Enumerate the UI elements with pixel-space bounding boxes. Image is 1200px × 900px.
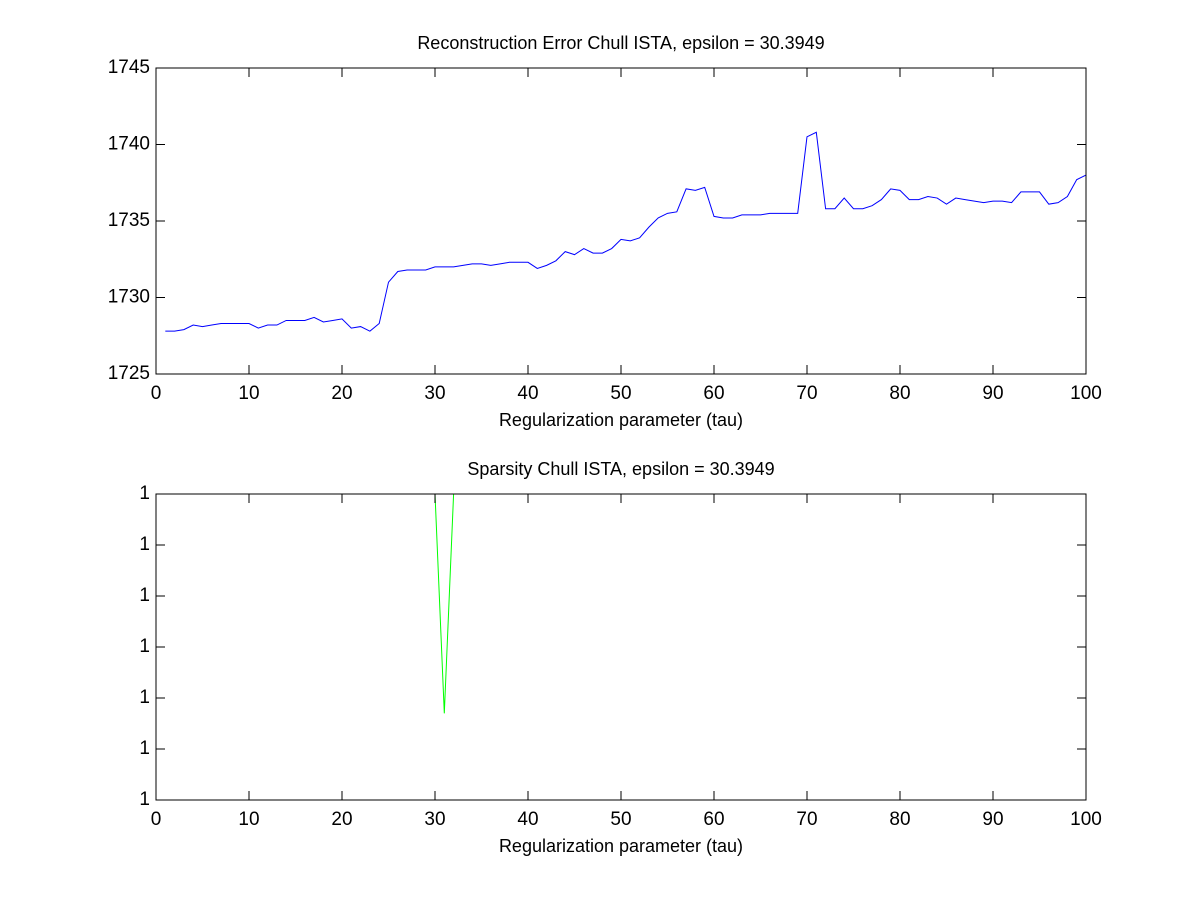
y-tick-label: 1: [139, 534, 150, 555]
x-tick-label: 90: [982, 383, 1003, 404]
y-tick-label: 1730: [108, 287, 150, 308]
x-tick-label: 100: [1070, 809, 1102, 830]
y-tick-label: 1740: [108, 134, 150, 155]
x-tick-label: 10: [238, 383, 259, 404]
x-tick-label: 40: [517, 383, 538, 404]
title: Sparsity Chull ISTA, epsilon = 30.3949: [467, 459, 774, 479]
y-tick-label: 1: [139, 636, 150, 657]
data-line: [165, 131, 1086, 332]
x-tick-label: 60: [703, 809, 724, 830]
x-axis-label: Regularization parameter (tau): [499, 410, 743, 430]
x-tick-label: 30: [424, 809, 445, 830]
x-tick-label: 50: [610, 809, 631, 830]
x-tick-label: 80: [889, 383, 910, 404]
x-tick-label: 80: [889, 809, 910, 830]
y-tick-label: 1: [139, 483, 150, 504]
x-tick-label: 60: [703, 383, 724, 404]
y-tick-label: 1735: [108, 210, 150, 231]
x-tick-label: 100: [1070, 383, 1102, 404]
x-tick-label: 0: [151, 809, 162, 830]
x-tick-label: 0: [151, 383, 162, 404]
x-tick-label: 30: [424, 383, 445, 404]
x-tick-label: 50: [610, 383, 631, 404]
x-tick-label: 10: [238, 809, 259, 830]
y-tick-label: 1: [139, 738, 150, 759]
x-tick-label: 20: [331, 383, 352, 404]
x-tick-label: 90: [982, 809, 1003, 830]
y-tick-label: 1: [139, 585, 150, 606]
title: Reconstruction Error Chull ISTA, epsilon…: [417, 33, 824, 53]
y-tick-label: 1: [139, 789, 150, 810]
x-tick-label: 40: [517, 809, 538, 830]
y-tick-label: 1: [139, 687, 150, 708]
y-tick-label: 1745: [108, 57, 150, 78]
x-tick-label: 70: [796, 809, 817, 830]
x-axis-label: Regularization parameter (tau): [499, 836, 743, 856]
x-tick-label: 70: [796, 383, 817, 404]
x-tick-label: 20: [331, 809, 352, 830]
y-tick-label: 1725: [108, 363, 150, 384]
